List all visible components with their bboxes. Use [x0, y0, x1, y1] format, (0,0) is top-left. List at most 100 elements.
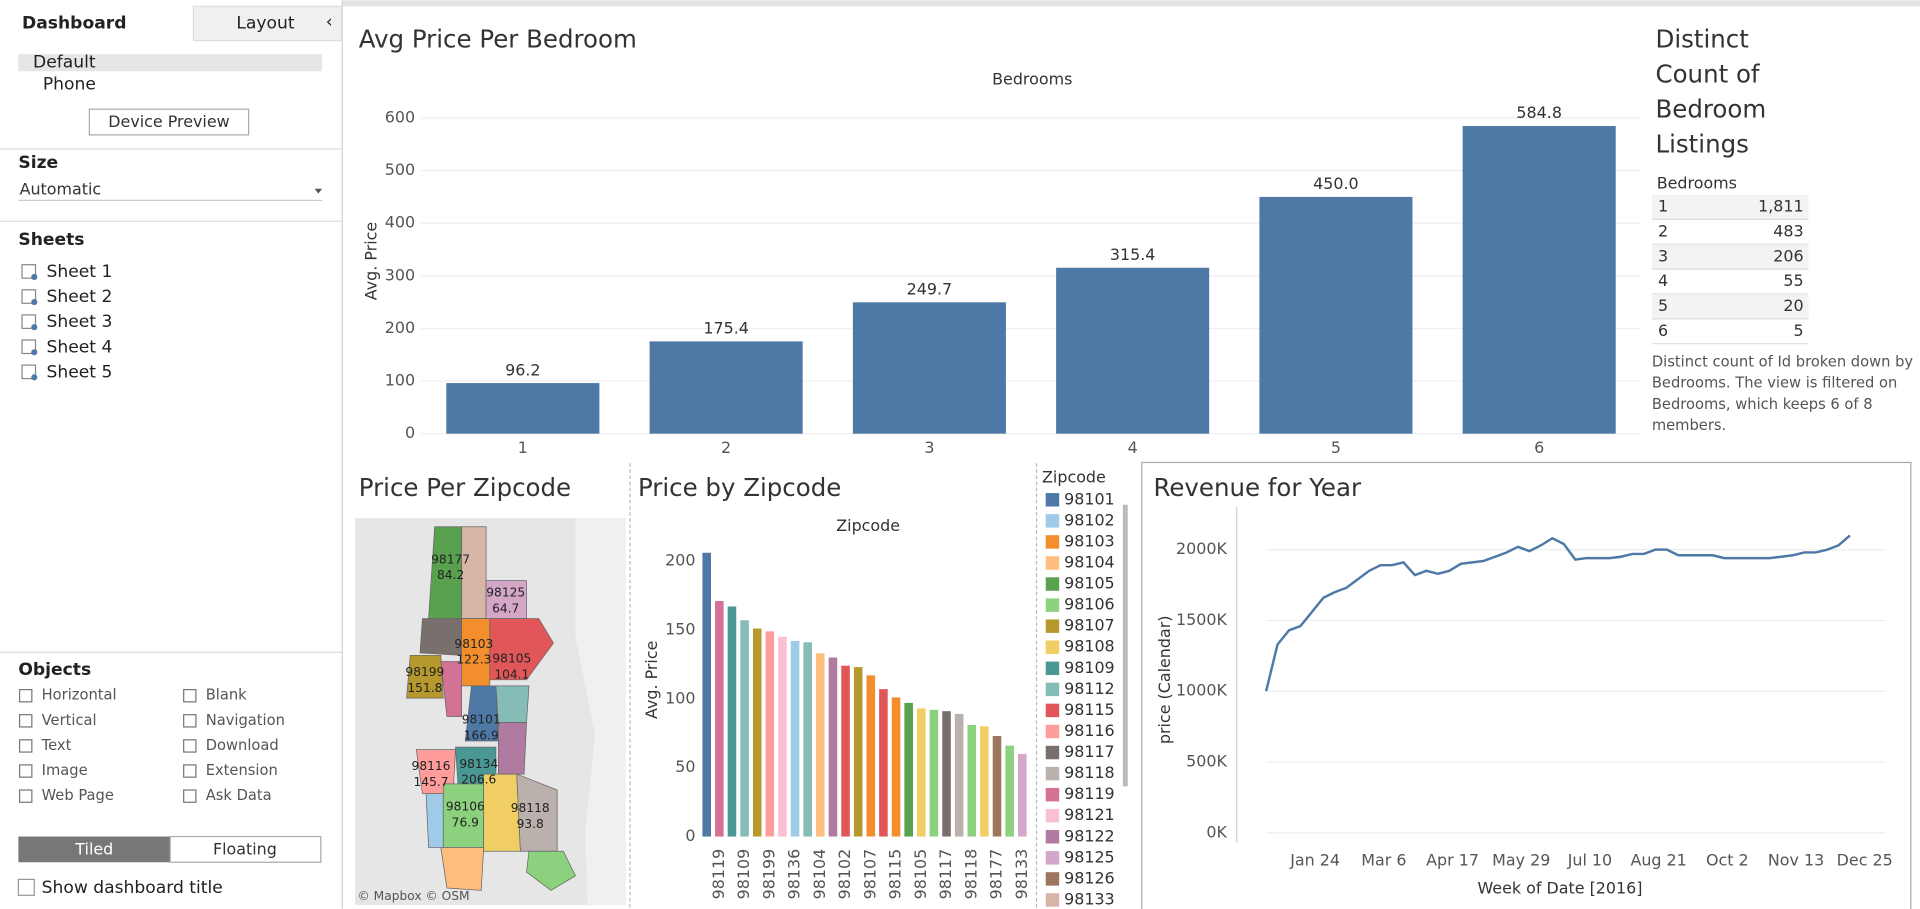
region-price: 145.7	[414, 775, 449, 789]
object-item[interactable]: Image	[42, 762, 88, 779]
region	[425, 793, 444, 848]
object-item[interactable]: Web Page	[42, 787, 114, 804]
row-band	[1651, 244, 1809, 270]
bar	[752, 628, 762, 837]
sheet-item[interactable]: Sheet 4	[47, 337, 113, 357]
region	[406, 654, 444, 699]
legend-label: 98104	[1064, 552, 1115, 571]
sheet-item[interactable]: Sheet 2	[47, 287, 113, 307]
y-tick-label: 500	[385, 160, 415, 179]
bar	[1005, 745, 1014, 837]
x-tick-label: 98107	[860, 849, 879, 900]
bar	[891, 697, 901, 837]
object-item[interactable]: Ask Data	[206, 787, 272, 804]
device-preview-label[interactable]: Device Preview	[108, 112, 229, 131]
bar	[866, 675, 876, 837]
legend-swatch	[1045, 766, 1060, 781]
legend-swatch	[1045, 535, 1060, 549]
region-price: 122.3	[456, 653, 491, 667]
region-price: 206.6	[461, 773, 496, 787]
show-title-label[interactable]: Show dashboard title	[42, 878, 223, 898]
legend-label: 98122	[1064, 826, 1115, 845]
legend-label: 98125	[1064, 847, 1115, 866]
sheet-item[interactable]: Sheet 1	[47, 262, 113, 282]
sheet-item[interactable]: Sheet 5	[47, 362, 113, 382]
checkbox[interactable]	[17, 878, 35, 896]
object-item[interactable]: Navigation	[206, 712, 285, 729]
legend-swatch	[1045, 598, 1060, 612]
table-header: Bedrooms	[1657, 173, 1737, 192]
legend-label: 98102	[1064, 510, 1115, 529]
x-tick-label: 3	[924, 438, 934, 457]
table-cell: 6	[1658, 321, 1668, 340]
x-tick-label: 1	[518, 438, 528, 457]
object-item[interactable]: Text	[41, 737, 72, 754]
legend-label: 98108	[1064, 637, 1115, 656]
bar	[1056, 267, 1210, 434]
region-zip: 98106	[446, 800, 485, 814]
region-zip: 98105	[492, 651, 531, 665]
device-default[interactable]: Default	[33, 53, 96, 73]
y-tick-label: 100	[385, 371, 415, 390]
legend-label: 98103	[1064, 531, 1115, 550]
size-value[interactable]: Automatic	[20, 180, 102, 199]
bar	[765, 631, 775, 837]
region	[440, 847, 485, 891]
sheet-icon-dot	[31, 349, 38, 356]
legend-scrollbar[interactable]	[1122, 504, 1128, 787]
dashboard-tab[interactable]: Dashboard	[22, 13, 126, 33]
x-tick-label: 98105	[911, 849, 930, 900]
x-axis-label: Week of Date [2016]	[1478, 879, 1643, 898]
layout-tab-label[interactable]: Layout	[236, 13, 295, 33]
bar	[727, 606, 737, 837]
bar	[803, 642, 812, 837]
y-tick-label: 0K	[1206, 822, 1227, 841]
object-icon	[183, 764, 197, 778]
bar	[853, 667, 863, 837]
floating-label[interactable]: Floating	[213, 840, 277, 859]
bar	[649, 341, 803, 434]
legend-swatch	[1045, 745, 1060, 760]
object-icon	[183, 714, 197, 728]
object-item[interactable]: Download	[206, 737, 279, 754]
x-tick-label: 5	[1331, 438, 1341, 457]
bar	[828, 657, 838, 837]
sheet-item[interactable]: Sheet 3	[47, 312, 113, 332]
tiled-label[interactable]: Tiled	[74, 840, 113, 859]
table-title: Distinct	[1656, 25, 1750, 54]
object-item[interactable]: Vertical	[42, 712, 97, 729]
region-zip: 98177	[431, 552, 470, 566]
legend-label: 98133	[1064, 889, 1115, 908]
chart-title: Price by Zipcode	[638, 473, 841, 502]
object-item[interactable]: Extension	[206, 762, 278, 779]
dropdown-arrow[interactable]	[314, 188, 323, 194]
collapse-icon[interactable]: ‹	[326, 12, 333, 32]
legend-swatch	[1045, 577, 1060, 591]
map-regions	[406, 526, 576, 891]
floating-button[interactable]	[169, 835, 322, 863]
y-tick-label: 500K	[1186, 752, 1227, 771]
legend-label: 98101	[1064, 489, 1115, 508]
x-axis-label: Zipcode	[836, 516, 900, 535]
table-title: Bedroom	[1656, 94, 1767, 123]
tiled-button[interactable]	[18, 836, 171, 863]
table-description: Distinct count of Id broken down by	[1652, 354, 1914, 371]
table-cell: 206	[1773, 246, 1803, 265]
device-preview-button[interactable]	[88, 108, 250, 136]
object-item[interactable]: Blank	[206, 687, 247, 704]
x-tick-label: May 29	[1492, 851, 1550, 870]
object-item[interactable]: Horizontal	[42, 687, 117, 704]
bar	[841, 665, 850, 837]
sheet-icon-dot	[31, 374, 38, 381]
legend-swatch	[1045, 830, 1060, 844]
legend-swatch	[1045, 872, 1060, 886]
sheet-icon-dot	[31, 273, 38, 281]
bar	[1259, 196, 1413, 434]
object-icon	[18, 789, 33, 803]
region-price: 151.8	[407, 681, 442, 695]
device-phone[interactable]: Phone	[43, 75, 96, 95]
layout-tab[interactable]	[192, 5, 343, 42]
region	[461, 526, 487, 619]
legend-label: 98115	[1064, 700, 1115, 719]
legend-label: 98106	[1064, 595, 1115, 614]
